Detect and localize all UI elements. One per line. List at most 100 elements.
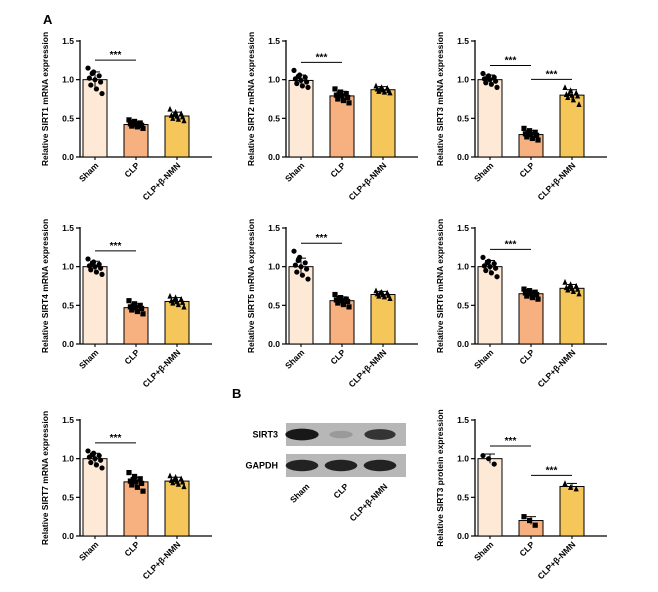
data-point (132, 473, 138, 480)
data-point (170, 299, 176, 306)
data-point (167, 292, 173, 299)
bar (370, 89, 396, 158)
data-point (134, 308, 140, 315)
data-point (484, 260, 490, 266)
data-point (137, 302, 143, 308)
y-axis-label: Relative SIRT3 protein expression (435, 409, 445, 546)
data-point (299, 272, 305, 278)
data-point (305, 84, 311, 90)
data-point (127, 304, 133, 310)
bar (477, 458, 503, 537)
data-point (140, 125, 146, 131)
data-point (180, 299, 186, 305)
data-point (494, 274, 500, 280)
data-point (137, 476, 143, 482)
bar (370, 294, 396, 345)
data-point (99, 90, 105, 97)
data-point (130, 119, 136, 125)
data-point (524, 134, 530, 140)
x-tick-label: CLP (517, 347, 536, 366)
data-point (525, 288, 531, 295)
data-point (175, 301, 181, 308)
data-point (88, 459, 94, 466)
blot-band (329, 430, 353, 439)
data-point (98, 79, 104, 85)
data-point (562, 84, 568, 90)
data-point (528, 131, 534, 138)
y-tick-label: 1.5 (62, 415, 74, 425)
significance-label: *** (546, 69, 558, 80)
x-tick-label: Sham (472, 160, 496, 184)
data-point (88, 267, 94, 273)
data-point (494, 84, 500, 90)
data-point (333, 92, 339, 98)
data-point (171, 296, 177, 303)
blot-row-label: GAPDH (245, 461, 278, 471)
data-point (96, 73, 102, 79)
data-point (493, 78, 499, 84)
x-tick-label: CLP+β-NMN (140, 347, 182, 389)
bar (123, 481, 149, 537)
y-axis-label: Relative SIRT2 mRNA expression (246, 32, 256, 166)
data-point (534, 132, 540, 138)
x-tick-label: Sham (472, 347, 496, 371)
data-point (491, 260, 497, 267)
y-tick-label: 1.5 (268, 223, 280, 233)
data-point (85, 256, 91, 262)
y-tick-label: 0.5 (268, 113, 280, 123)
y-tick-label: 0.5 (457, 300, 469, 310)
data-point (139, 480, 145, 487)
y-axis-label: Relative SIRT5 mRNA expression (246, 219, 256, 353)
blot-band (363, 459, 397, 472)
data-point (133, 479, 139, 485)
data-point (98, 265, 104, 271)
data-point (92, 456, 98, 462)
y-tick-label: 1.5 (457, 36, 469, 46)
data-point (529, 135, 535, 142)
x-tick-label: CLP (517, 539, 536, 558)
data-point (525, 130, 531, 136)
data-point (488, 81, 494, 87)
data-point (562, 480, 568, 487)
data-point (377, 289, 383, 296)
y-tick-label: 0.0 (457, 339, 469, 349)
data-point (529, 295, 535, 301)
data-point (298, 264, 304, 270)
bar (82, 458, 108, 537)
chart-sirt1: 0.0 0.5 1.0 1.5 Relative SIRT1 mRNA expressi… (40, 32, 212, 202)
data-point (170, 479, 176, 486)
data-point (130, 303, 136, 309)
data-point (535, 296, 541, 302)
data-point (335, 300, 341, 306)
panel-label-a: A (43, 12, 53, 27)
data-point (140, 311, 146, 317)
data-point (93, 269, 99, 275)
data-point (521, 514, 527, 520)
data-point (127, 478, 133, 484)
data-point (96, 452, 102, 459)
data-point (566, 283, 572, 290)
data-point (139, 122, 145, 128)
blot-band (285, 459, 319, 472)
data-point (521, 286, 527, 292)
y-tick-label: 0.0 (268, 152, 280, 162)
data-point (89, 260, 95, 267)
bar (559, 287, 585, 345)
data-point (566, 90, 572, 97)
data-point (570, 96, 576, 103)
data-point (304, 79, 310, 85)
x-tick-label: Sham (283, 160, 307, 184)
data-point (134, 124, 140, 130)
data-point (140, 488, 146, 494)
data-point (522, 290, 528, 296)
data-point (576, 290, 582, 297)
x-tick-label: Sham (77, 347, 101, 371)
significance-label: *** (505, 436, 517, 447)
data-point (336, 295, 342, 301)
x-tick-label: CLP (517, 160, 536, 179)
data-point (575, 285, 581, 292)
data-point (339, 93, 345, 99)
chart-sirt4: 0.0 0.5 1.0 1.5 Relative SIRT4 mRNA expressi… (40, 219, 212, 389)
x-tick-label: Sham (472, 539, 496, 563)
